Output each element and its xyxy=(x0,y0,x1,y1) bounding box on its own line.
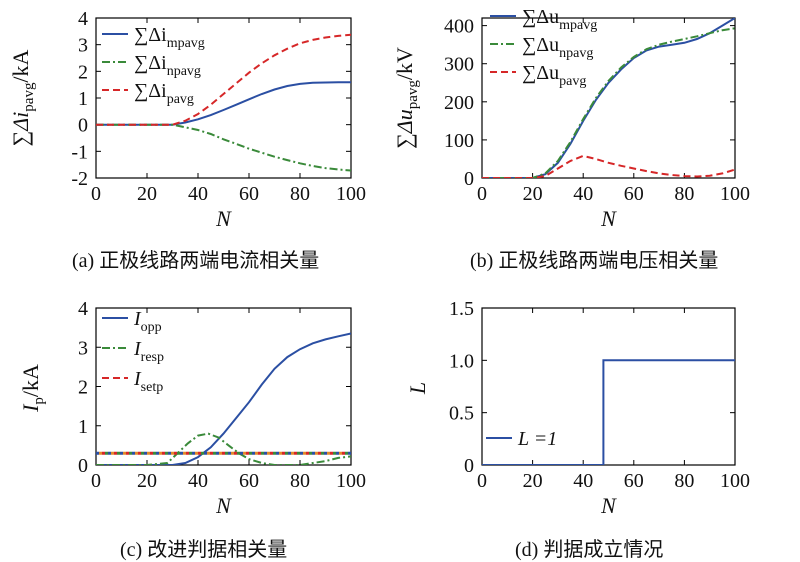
caption-d: (d) 判据成立情况 xyxy=(515,539,664,561)
y-tick-label: 400 xyxy=(444,16,474,38)
x-axis-label: N xyxy=(215,493,232,518)
x-tick-label: 100 xyxy=(720,183,750,205)
caption-c: (c) 改进判据相关量 xyxy=(120,539,288,561)
legend-label: ∑Δinpavg xyxy=(134,52,201,79)
y-tick-label: 0 xyxy=(78,115,88,137)
y-tick-label: -2 xyxy=(71,168,88,190)
x-tick-label: 80 xyxy=(290,470,310,492)
legend-label: ∑Δunpavg xyxy=(522,34,593,61)
y-tick-label: 0.5 xyxy=(449,403,474,425)
series-line-opp xyxy=(96,332,351,465)
x-tick-label: 20 xyxy=(523,183,543,205)
series-line-npavg xyxy=(96,123,351,172)
legend-label: ∑Δimpavg xyxy=(134,24,205,51)
y-tick-label: 4 xyxy=(78,298,88,320)
y-axis-label: ∑Δupavg/kV xyxy=(392,47,421,149)
x-tick-label: 80 xyxy=(290,183,310,205)
legend-label: Iresp xyxy=(133,338,164,365)
plot-frame xyxy=(481,307,736,466)
legend-label: ∑Δipavg xyxy=(134,80,194,107)
y-tick-label: 2 xyxy=(78,377,88,399)
y-tick-label: 1.5 xyxy=(449,298,474,320)
panel-d: 0 20 40 60 80 100 0 0.5 1.0 1.5 N L L =1 xyxy=(405,298,750,518)
y-axis-label: Ip/kA xyxy=(18,364,47,413)
y-tick-label: 0 xyxy=(78,455,88,477)
y-tick-label: 1 xyxy=(78,88,88,110)
x-tick-label: 40 xyxy=(188,470,208,492)
legend-label: ∑Δumpavg xyxy=(522,6,597,33)
x-tick-label: 60 xyxy=(624,183,644,205)
x-tick-label: 20 xyxy=(137,470,157,492)
x-axis-label: N xyxy=(600,206,617,231)
y-tick-label: 4 xyxy=(78,8,88,30)
x-tick-label: 40 xyxy=(573,470,593,492)
y-tick-label: 300 xyxy=(444,54,474,76)
x-axis-label: N xyxy=(215,206,232,231)
y-tick-label: -1 xyxy=(71,141,88,163)
x-tick-label: 0 xyxy=(91,470,101,492)
series-line-npavg xyxy=(482,27,735,178)
x-tick-label: 80 xyxy=(674,183,694,205)
x-tick-label: 0 xyxy=(477,470,487,492)
x-tick-label: 40 xyxy=(188,183,208,205)
y-tick-label: 3 xyxy=(78,35,88,57)
y-tick-label: 200 xyxy=(444,92,474,114)
x-tick-label: 60 xyxy=(239,183,259,205)
caption-b: (b) 正极线路两端电压相关量 xyxy=(470,250,719,272)
caption-a: (a) 正极线路两端电流相关量 xyxy=(72,250,320,272)
x-tick-label: 80 xyxy=(674,470,694,492)
x-tick-label: 20 xyxy=(523,470,543,492)
series-line-mpavg xyxy=(482,18,735,178)
y-tick-label: 0 xyxy=(464,168,474,190)
y-tick-label: 3 xyxy=(78,337,88,359)
y-tick-label: 1 xyxy=(78,416,88,438)
legend-label: Iopp xyxy=(133,308,162,335)
x-tick-label: 100 xyxy=(720,470,750,492)
series-line-resp xyxy=(96,432,351,465)
x-tick-label: 100 xyxy=(336,183,366,205)
legend-label: Isetp xyxy=(133,368,163,395)
plot-frame xyxy=(481,17,736,179)
x-tick-label: 40 xyxy=(573,183,593,205)
legend-label: ∑Δupavg xyxy=(522,62,586,89)
x-tick-label: 20 xyxy=(137,183,157,205)
y-axis-label: L xyxy=(405,382,430,395)
panel-a: 0 20 40 60 80 100-2-101234N∑Δipavg/kA∑Δimpavg… xyxy=(8,8,366,231)
panel-b: 0 20 40 60 80 100 0 100 200 300 400 N ∑Δupavg/kV ∑Δum… xyxy=(392,6,750,231)
y-tick-label: 0 xyxy=(464,455,474,477)
panel-c: 0 20 40 60 80 100 0 1 2 3 4 N Ip/kA Iopp Iresp Isetp xyxy=(18,298,366,518)
x-tick-label: 60 xyxy=(624,470,644,492)
y-axis-label: ∑Δipavg/kA xyxy=(8,49,37,146)
series-line-pavg xyxy=(482,154,735,178)
x-axis-label: N xyxy=(600,493,617,518)
series-line-L xyxy=(482,359,735,465)
y-tick-label: 1.0 xyxy=(449,350,474,372)
x-tick-label: 0 xyxy=(91,183,101,205)
legend-label: L =1 xyxy=(517,428,557,450)
y-tick-label: 2 xyxy=(78,61,88,83)
x-tick-label: 60 xyxy=(239,470,259,492)
x-tick-label: 100 xyxy=(336,470,366,492)
series-line-pavg xyxy=(96,33,351,126)
x-tick-label: 0 xyxy=(477,183,487,205)
y-tick-label: 100 xyxy=(444,130,474,152)
